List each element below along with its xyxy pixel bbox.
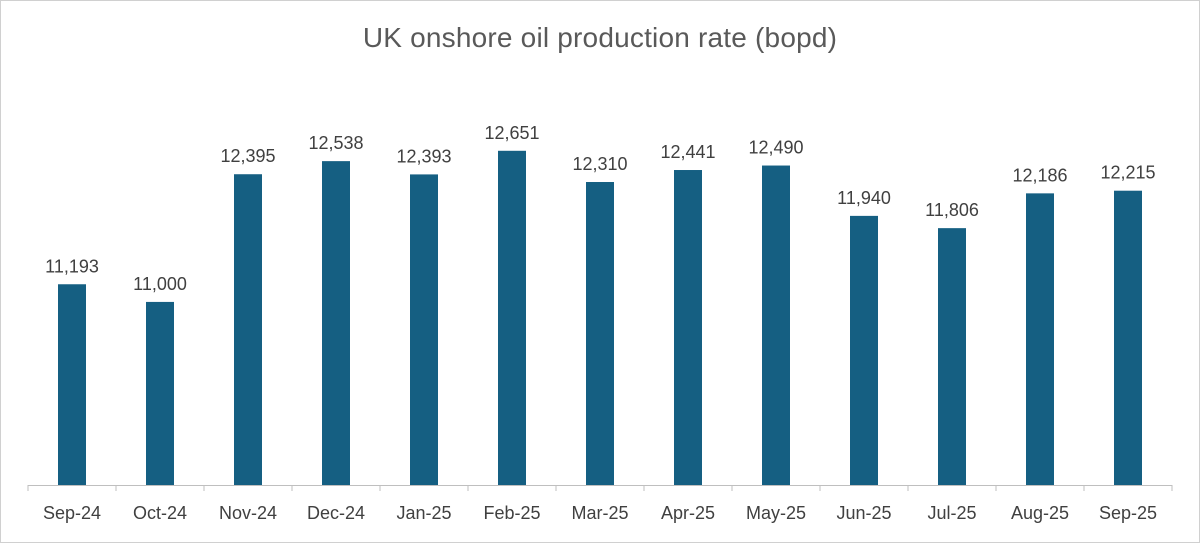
bar-jan-25 <box>410 174 438 485</box>
x-tick-label: Feb-25 <box>483 503 540 523</box>
x-tick-labels-group: Sep-24 Oct-24 Nov-24 Dec-24 Jan-25 Feb-25 Mar-… <box>43 503 1157 523</box>
data-label: 11,806 <box>925 200 979 220</box>
bar-dec-24 <box>322 161 350 486</box>
bar-may-25 <box>762 165 790 485</box>
x-tick-label: May-25 <box>746 503 806 523</box>
bar-jun-25 <box>850 215 878 485</box>
x-tick-label: Sep-24 <box>43 503 101 523</box>
data-label: 11,193 <box>45 256 99 276</box>
bar-nov-24 <box>234 174 262 485</box>
x-tick-label: Jan-25 <box>396 503 451 523</box>
bar-feb-25 <box>498 150 526 485</box>
data-label: 12,651 <box>484 123 539 143</box>
data-labels-group: 11,193 11,000 12,395 12,538 12,393 12,651 12,3… <box>45 123 1155 294</box>
x-tick-label: Mar-25 <box>571 503 628 523</box>
x-tick-label: Dec-24 <box>307 503 365 523</box>
bar-sep-25 <box>1114 190 1142 485</box>
data-label: 12,215 <box>1100 163 1155 183</box>
data-label: 12,441 <box>660 142 715 162</box>
x-tick-label: Jun-25 <box>836 503 891 523</box>
data-label: 12,186 <box>1012 165 1067 185</box>
x-tick-label: Nov-24 <box>219 503 277 523</box>
x-tick-label: Sep-25 <box>1099 503 1157 523</box>
bar-apr-25 <box>674 170 702 485</box>
chart-title: UK onshore oil production rate (bopd) <box>362 22 838 53</box>
bar-sep-24 <box>58 284 86 485</box>
data-label: 12,393 <box>396 146 451 166</box>
data-label: 12,395 <box>220 146 275 166</box>
data-label: 12,310 <box>572 154 627 174</box>
bar-aug-25 <box>1026 193 1054 485</box>
x-axis-ticks <box>27 485 1173 491</box>
bars-group <box>58 150 1142 486</box>
x-tick-label: Jul-25 <box>927 503 976 523</box>
bar-mar-25 <box>586 182 614 485</box>
x-tick-label: Apr-25 <box>661 503 715 523</box>
data-label: 12,490 <box>748 138 803 158</box>
data-label: 11,000 <box>133 274 187 294</box>
bar-jul-25 <box>938 228 966 486</box>
data-label: 11,940 <box>837 188 891 208</box>
data-label: 12,538 <box>308 133 363 153</box>
bar-oct-24 <box>146 301 174 485</box>
x-tick-label: Oct-24 <box>133 503 187 523</box>
x-tick-label: Aug-25 <box>1011 503 1069 523</box>
